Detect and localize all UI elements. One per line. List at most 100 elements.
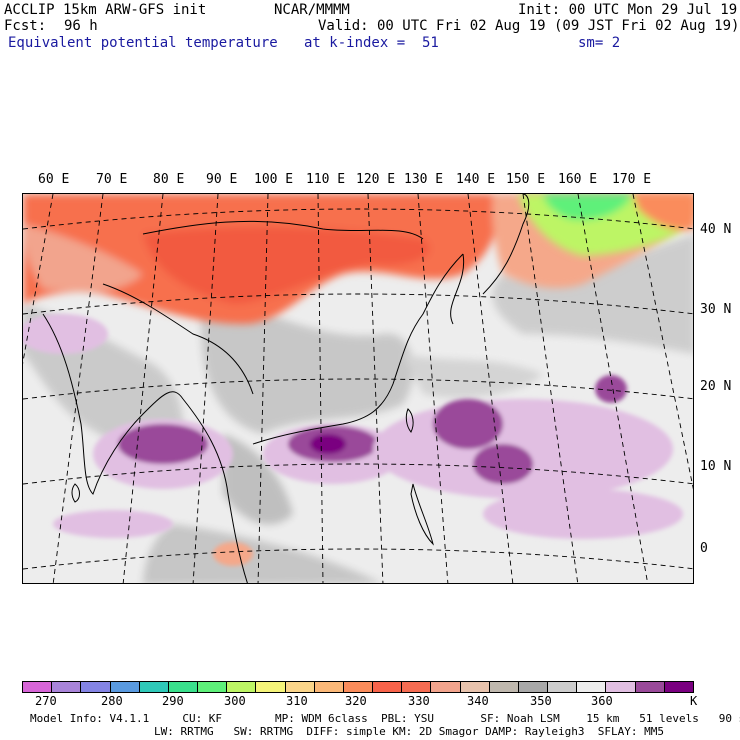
lat-label-40n: 40 N bbox=[700, 222, 732, 237]
lon-label-90e: 90 E bbox=[206, 172, 238, 187]
colorbar-swatch bbox=[285, 682, 315, 692]
coastline-japan bbox=[482, 194, 530, 295]
gridline-lon-70e bbox=[52, 194, 104, 583]
orange-patch-sumatra bbox=[213, 542, 253, 566]
gridline-lat-0 bbox=[23, 548, 693, 570]
colorbar-swatch bbox=[431, 682, 461, 692]
gridline-lon-160e bbox=[577, 194, 649, 583]
colorbar-label-360: 360 bbox=[591, 694, 613, 708]
lon-label-120e: 120 E bbox=[356, 172, 396, 187]
colorbar-swatch bbox=[373, 682, 403, 692]
model-title: ACCLIP 15km ARW-GFS init bbox=[4, 2, 207, 18]
level-label: at k-index = 51 bbox=[304, 35, 439, 51]
lat-label-20n: 20 N bbox=[700, 379, 732, 394]
gray-region-china bbox=[201, 294, 414, 434]
gridline-lon-140e bbox=[467, 194, 514, 583]
coastline-china-east bbox=[252, 253, 464, 445]
valid-time: Valid: 00 UTC Fri 02 Aug 19 (09 JST Fri … bbox=[318, 18, 740, 34]
map-panel bbox=[22, 193, 694, 584]
colorbar-swatch bbox=[402, 682, 432, 692]
colorbar-label-320: 320 bbox=[345, 694, 367, 708]
lon-label-150e: 150 E bbox=[506, 172, 546, 187]
coastline-indochina bbox=[182, 398, 248, 583]
lat-label-equator: 0 bbox=[700, 541, 708, 556]
colorbar-swatch bbox=[52, 682, 82, 692]
border-mongolia bbox=[142, 220, 424, 240]
coastline-korea bbox=[450, 253, 465, 325]
purple-light-west bbox=[23, 314, 108, 354]
lat-label-10n: 10 N bbox=[700, 459, 732, 474]
gray-region-indochina bbox=[223, 434, 293, 525]
coastline-sri-lanka bbox=[71, 483, 80, 503]
gray-region-east bbox=[403, 354, 543, 398]
field-name: Equivalent potential temperature bbox=[8, 35, 278, 51]
gridline-lon-60e bbox=[23, 194, 54, 365]
colorbar-swatch bbox=[664, 682, 693, 692]
purple-light-wpac bbox=[373, 399, 673, 499]
forecast-hours: 96 h bbox=[64, 18, 98, 34]
colorbar-label-270: 270 bbox=[35, 694, 57, 708]
colorbar-swatch bbox=[81, 682, 111, 692]
colorbar-label-310: 310 bbox=[286, 694, 308, 708]
purple-light-southeast bbox=[483, 489, 683, 539]
lat-label-30n: 30 N bbox=[700, 302, 732, 317]
colorbar bbox=[22, 681, 694, 693]
colorbar-swatch bbox=[548, 682, 578, 692]
lon-label-80e: 80 E bbox=[153, 172, 185, 187]
colorbar-swatch bbox=[343, 682, 374, 692]
colorbar-swatch bbox=[577, 682, 607, 692]
gridline-lat-10n bbox=[23, 463, 693, 485]
colorbar-swatch bbox=[168, 682, 199, 692]
model-info-line2: LW: RRTMG SW: RRTMG DIFF: simple KM: 2D … bbox=[154, 725, 664, 738]
border-china-west bbox=[102, 283, 254, 395]
map-field bbox=[23, 194, 693, 583]
colorbar-label-330: 330 bbox=[408, 694, 430, 708]
lon-label-110e: 110 E bbox=[306, 172, 346, 187]
lon-label-60e: 60 E bbox=[38, 172, 70, 187]
colorbar-label-280: 280 bbox=[101, 694, 123, 708]
warm-band-pacific-edge bbox=[633, 194, 693, 231]
gridline-lat-40n bbox=[23, 208, 693, 230]
gray-region-maritime bbox=[143, 524, 381, 583]
warm-band-north-inner bbox=[143, 227, 430, 304]
colorbar-label-300: 300 bbox=[224, 694, 246, 708]
gridline-lat-20n bbox=[23, 378, 693, 400]
purple-mid-typhoon bbox=[595, 375, 627, 403]
colorbar-swatch bbox=[606, 682, 636, 692]
colorbar-label-340: 340 bbox=[467, 694, 489, 708]
colorbar-unit: K bbox=[690, 694, 698, 708]
lon-label-70e: 70 E bbox=[96, 172, 128, 187]
colorbar-swatch bbox=[110, 682, 140, 692]
gridline-lon-90e bbox=[192, 194, 219, 583]
colorbar-label-290: 290 bbox=[162, 694, 184, 708]
coastline-india bbox=[42, 313, 184, 495]
gridline-lon-120e bbox=[367, 194, 384, 583]
gridline-lon-110e bbox=[317, 194, 324, 583]
gridline-lon-80e bbox=[122, 194, 164, 583]
purple-mid-wpac-1 bbox=[433, 399, 503, 449]
lon-label-140e: 140 E bbox=[456, 172, 496, 187]
colorbar-swatch bbox=[256, 682, 286, 692]
init-time: Init: 00 UTC Mon 29 Jul 19 bbox=[518, 2, 738, 18]
purple-mid-wpac-2 bbox=[473, 444, 533, 484]
coastline-taiwan bbox=[405, 408, 414, 433]
lon-label-170e: 170 E bbox=[612, 172, 652, 187]
coastline-philippines bbox=[410, 483, 434, 546]
forecast-label: Fcst: bbox=[4, 18, 47, 34]
model-info-line1: Model Info: V4.1.1 CU: KF MP: WDM 6class… bbox=[30, 712, 740, 725]
smoothing-label: sm= 2 bbox=[578, 35, 621, 51]
gridline-lon-170e bbox=[632, 194, 693, 490]
lon-label-100e: 100 E bbox=[254, 172, 294, 187]
colorbar-swatch bbox=[489, 682, 519, 692]
purple-light-southwest bbox=[53, 510, 173, 538]
colorbar-swatch bbox=[227, 682, 257, 692]
org-label: NCAR/MMMM bbox=[274, 2, 350, 18]
cool-region-pacific-core bbox=[543, 194, 633, 221]
colorbar-swatch bbox=[460, 682, 490, 692]
warm-band-salmon bbox=[23, 224, 143, 292]
gray-region-pacific-north bbox=[492, 234, 693, 354]
gridline-lon-130e bbox=[417, 194, 449, 583]
gridline-lon-100e bbox=[257, 194, 269, 583]
colorbar-swatch bbox=[314, 682, 344, 692]
purple-mid-bay bbox=[118, 424, 208, 464]
